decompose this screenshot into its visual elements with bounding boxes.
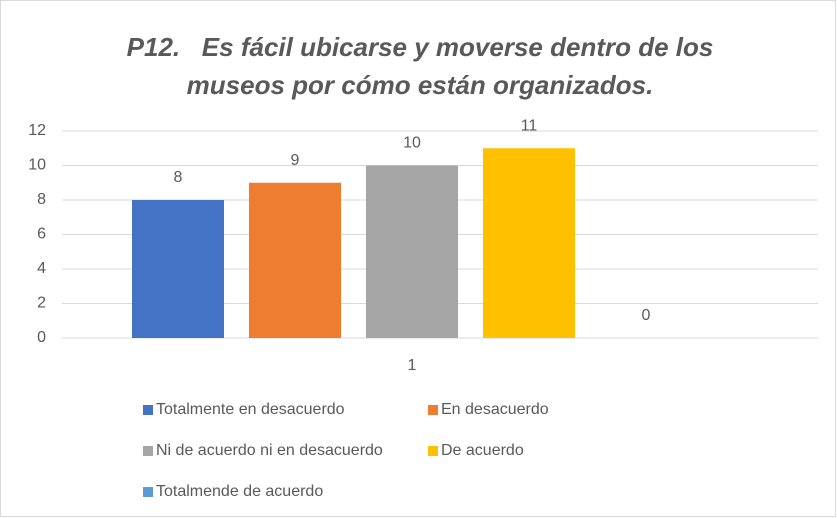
data-label: 9 bbox=[291, 152, 300, 169]
y-tick-label: 10 bbox=[28, 157, 46, 174]
data-label: 8 bbox=[174, 169, 183, 186]
bar bbox=[132, 200, 224, 338]
legend-label: En desacuerdo bbox=[441, 401, 549, 418]
legend-swatch bbox=[428, 446, 438, 456]
legend-swatch bbox=[143, 487, 153, 497]
bar bbox=[249, 182, 341, 338]
y-tick-label: 12 bbox=[28, 122, 46, 139]
legend-label: De acuerdo bbox=[441, 442, 524, 459]
bar bbox=[366, 165, 458, 338]
legend-swatch bbox=[143, 405, 153, 415]
legend-swatch bbox=[143, 446, 153, 456]
y-tick-label: 6 bbox=[37, 226, 46, 243]
y-tick-label: 4 bbox=[37, 260, 46, 277]
legend-label: Ni de acuerdo ni en desacuerdo bbox=[156, 442, 383, 459]
y-tick-label: 8 bbox=[37, 191, 46, 208]
legend-label: Totalmente en desacuerdo bbox=[156, 401, 345, 418]
chart-title: P12. Es fácil ubicarse y moverse dentro … bbox=[126, 32, 721, 100]
bar bbox=[483, 148, 575, 338]
data-label: 11 bbox=[521, 117, 538, 134]
data-label: 0 bbox=[642, 307, 651, 324]
y-tick-label: 2 bbox=[37, 295, 46, 312]
data-label: 10 bbox=[403, 135, 421, 152]
y-tick-label: 0 bbox=[37, 329, 46, 346]
legend-swatch bbox=[428, 405, 438, 415]
x-tick-label: 1 bbox=[408, 357, 417, 374]
legend-label: Totalmende de acuerdo bbox=[156, 483, 323, 500]
